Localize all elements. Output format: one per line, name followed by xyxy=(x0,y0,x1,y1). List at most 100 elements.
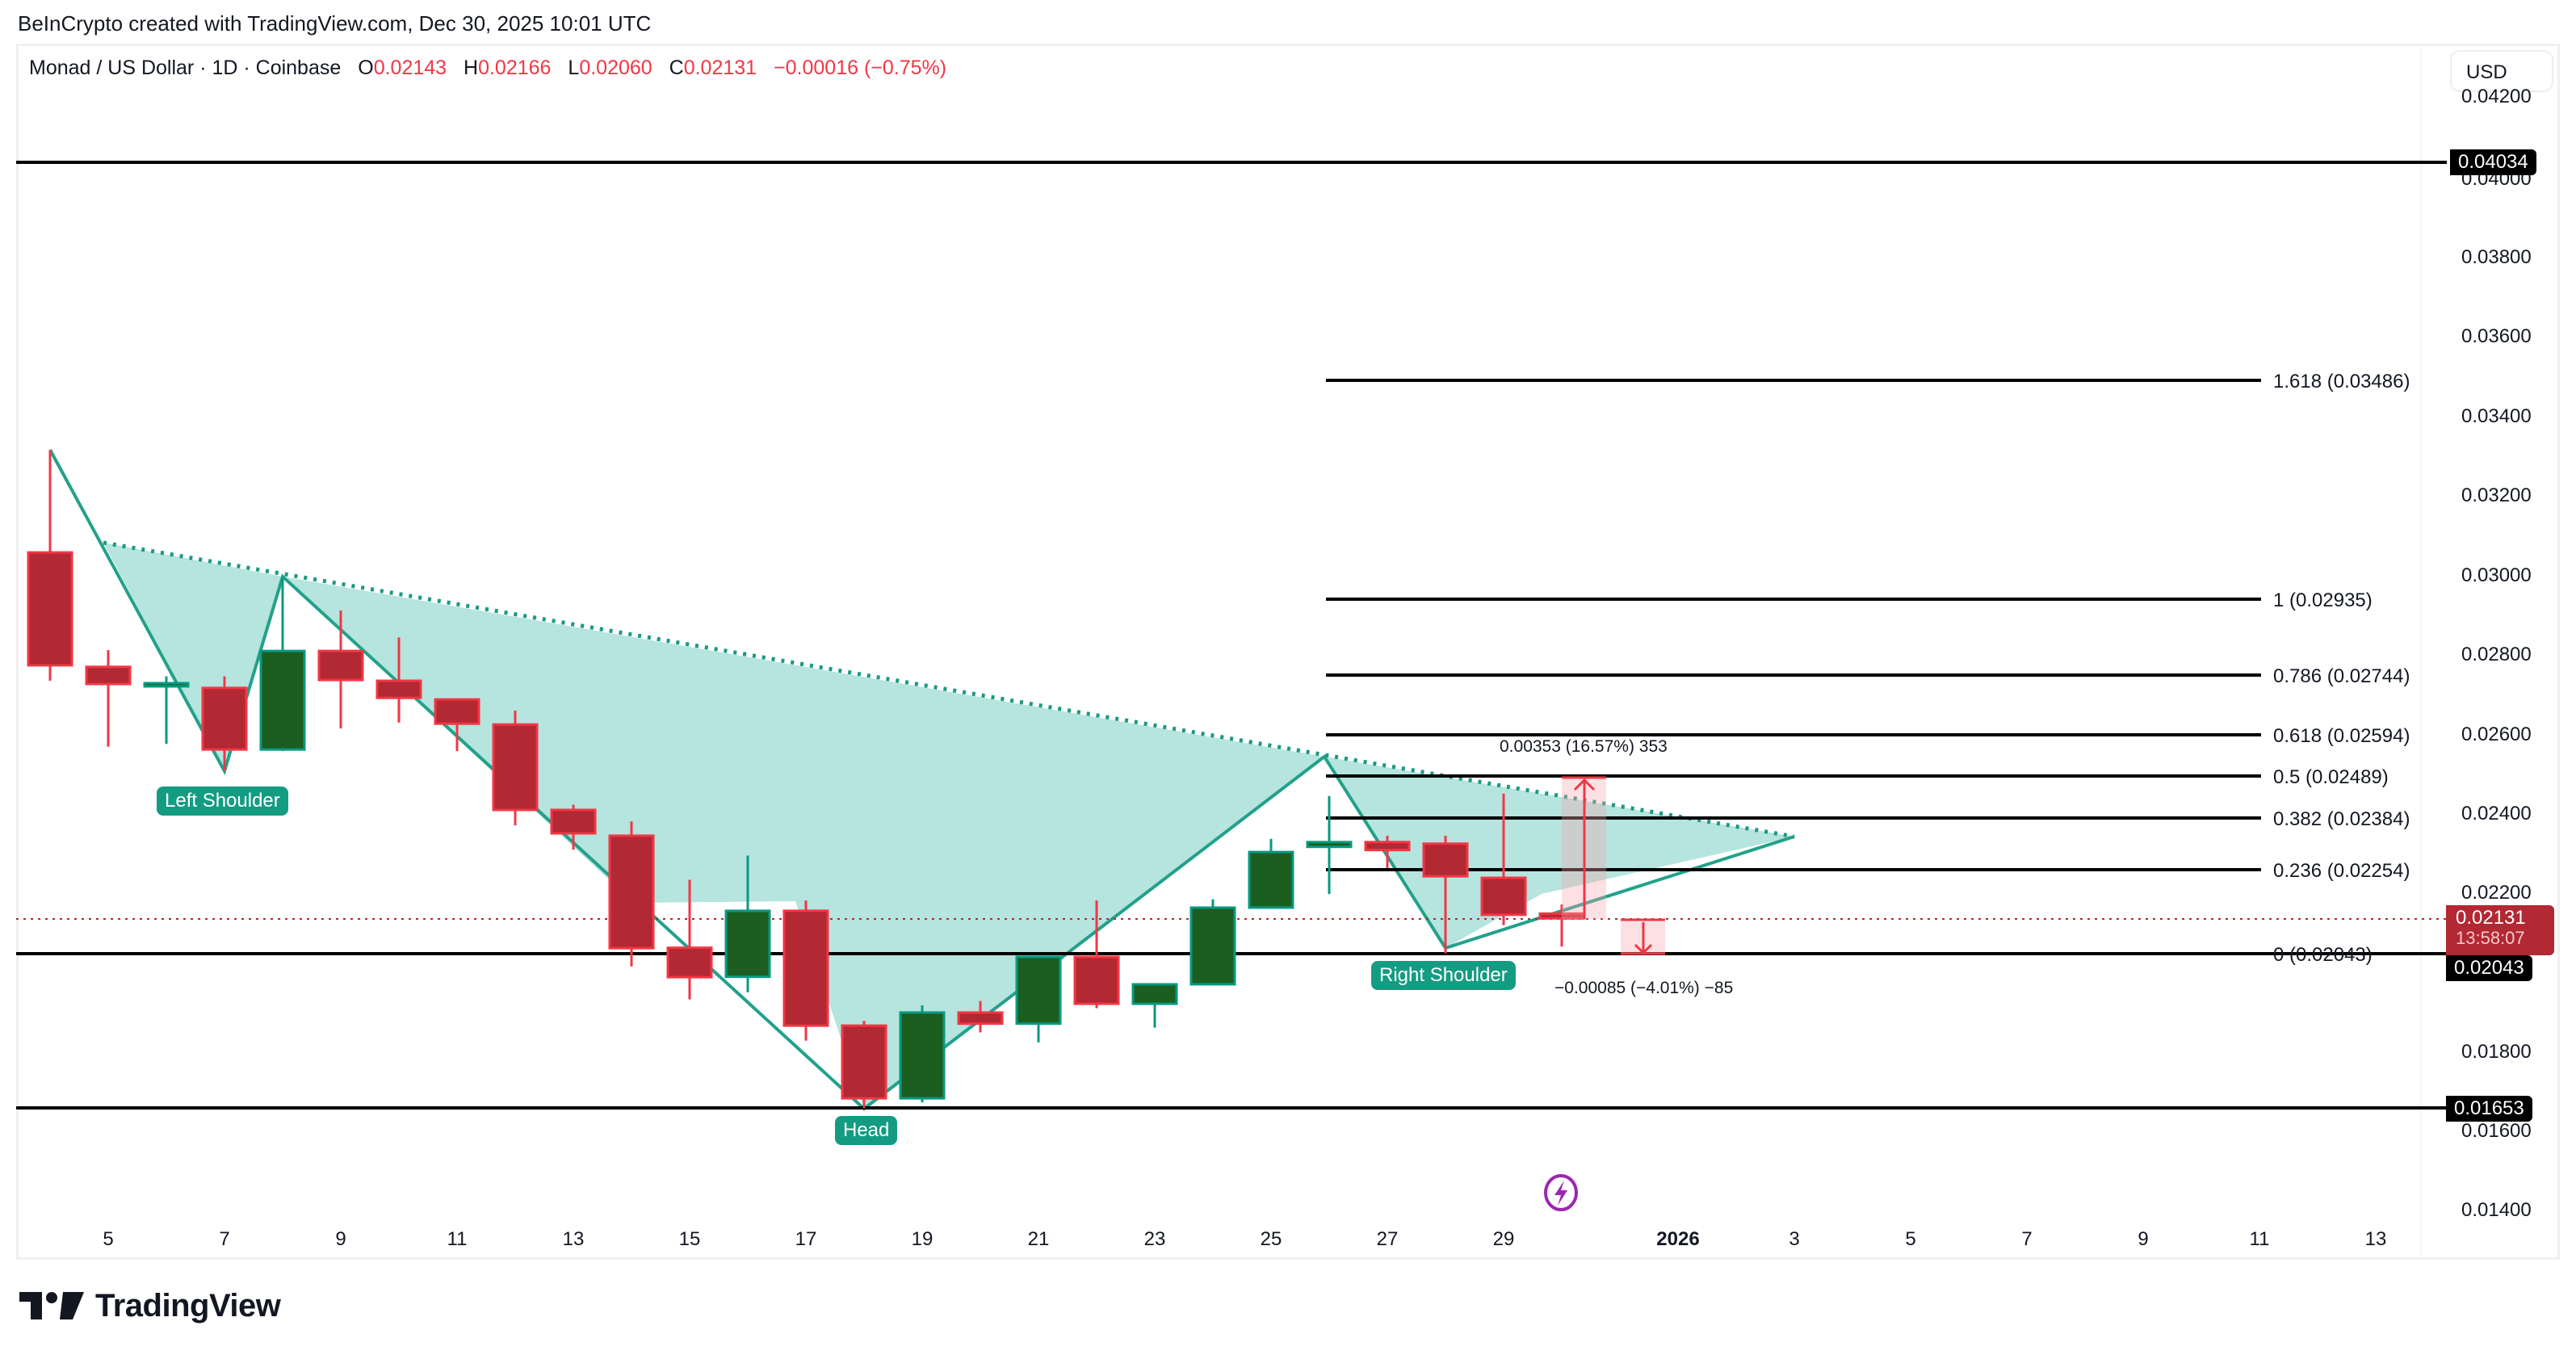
time-tick: 19 xyxy=(912,1228,933,1250)
bullish-candle[interactable] xyxy=(724,909,771,979)
change-value: −0.00016 (−0.75%) xyxy=(774,57,947,79)
time-tick: 29 xyxy=(1493,1228,1515,1250)
time-tick: 13 xyxy=(2365,1228,2387,1250)
resistance-price-tag: 0.04034 xyxy=(2450,149,2536,175)
time-tick: 23 xyxy=(1144,1228,1166,1250)
price-tick: 0.01600 xyxy=(2461,1120,2532,1142)
fib-labels: 1.618 (0.03486) 1 (0.02935) 0.786 (0.027… xyxy=(2273,371,2410,966)
measure-down-tool[interactable] xyxy=(1621,918,1665,955)
bearish-candle[interactable] xyxy=(1422,842,1469,878)
fib-label-0786: 0.786 (0.02744) xyxy=(2273,665,2410,687)
bearish-candle[interactable] xyxy=(1073,955,1120,1005)
price-tick: 0.02400 xyxy=(2461,803,2532,824)
low-value: 0.02060 xyxy=(579,57,652,79)
fib-label-0618: 0.618 (0.02594) xyxy=(2273,725,2410,747)
measure-up-tool[interactable] xyxy=(1562,776,1606,919)
price-tick: 0.02600 xyxy=(2461,724,2532,745)
bearish-candle[interactable] xyxy=(841,1024,887,1100)
fib-label-0382: 0.382 (0.02384) xyxy=(2273,808,2410,830)
bullish-candle[interactable] xyxy=(1189,906,1236,986)
price-tick: 0.03400 xyxy=(2461,405,2532,427)
bullish-candle[interactable] xyxy=(1015,955,1062,1026)
right-shoulder-label: Right Shoulder xyxy=(1371,961,1516,990)
time-tick: 5 xyxy=(103,1228,113,1250)
candles[interactable] xyxy=(27,450,1585,1109)
bearish-candle[interactable] xyxy=(666,946,713,979)
bearish-candle[interactable] xyxy=(492,723,539,812)
bearish-candle[interactable] xyxy=(201,686,248,751)
tradingview-logo-text: TradingView xyxy=(95,1287,281,1324)
price-tick: 0.01400 xyxy=(2461,1199,2532,1221)
measure-up-text: 0.00353 (16.57%) 353 xyxy=(1500,737,1668,756)
countdown-timer: 13:58:07 xyxy=(2456,928,2525,948)
time-tick-year: 2026 xyxy=(1656,1228,1699,1250)
current-price-tag: 0.02131 13:58:07 xyxy=(2446,905,2554,955)
head-label: Head xyxy=(835,1116,898,1145)
bearish-candle[interactable] xyxy=(317,649,364,682)
support-price-tag: 0.01653 xyxy=(2446,1096,2532,1122)
fib-label-1: 1 (0.02935) xyxy=(2273,589,2373,611)
price-tick: 0.02800 xyxy=(2461,644,2532,665)
close-label: C xyxy=(669,57,684,79)
bullish-candle[interactable] xyxy=(1306,841,1353,849)
time-tick: 25 xyxy=(1261,1228,1282,1250)
bullish-candle[interactable] xyxy=(899,1011,946,1100)
bearish-candle[interactable] xyxy=(550,808,597,835)
high-label: H xyxy=(464,57,479,79)
chart-credit: BeInCrypto created with TradingView.com,… xyxy=(18,11,652,36)
time-tick: 9 xyxy=(335,1228,346,1250)
bearish-candle[interactable] xyxy=(957,1011,1004,1026)
tradingview-logo-icon xyxy=(19,1292,84,1319)
price-tick: 0.03000 xyxy=(2461,564,2532,586)
symbol-legend: Monad / US Dollar · 1D · Coinbase O 0.021… xyxy=(29,57,946,80)
bearish-candle[interactable] xyxy=(375,679,422,699)
fib-label-1618: 1.618 (0.03486) xyxy=(2273,371,2410,392)
current-price-value: 0.02131 xyxy=(2456,907,2526,929)
time-tick: 27 xyxy=(1377,1228,1399,1250)
bullish-candle[interactable] xyxy=(143,682,190,688)
bullish-candle[interactable] xyxy=(1248,850,1294,909)
measure-down-text: −0.00085 (−4.01%) −85 xyxy=(1554,979,1734,997)
bearish-candle[interactable] xyxy=(608,834,655,950)
close-value: 0.02131 xyxy=(683,57,757,79)
fib-label-0236: 0.236 (0.02254) xyxy=(2273,860,2410,882)
tradingview-logo[interactable]: TradingView xyxy=(19,1287,281,1324)
price-tick: 0.03200 xyxy=(2461,485,2532,506)
price-axis[interactable]: 0.04200 0.04000 0.03800 0.03600 0.03400 … xyxy=(2461,86,2532,1221)
fib-retracement[interactable] xyxy=(1326,379,2261,871)
symbol-title[interactable]: Monad / US Dollar · 1D · Coinbase xyxy=(29,57,342,79)
bearish-candle[interactable] xyxy=(782,909,829,1027)
currency-button[interactable]: USD xyxy=(2450,50,2553,92)
time-tick: 9 xyxy=(2138,1228,2148,1250)
time-tick: 11 xyxy=(2250,1228,2270,1250)
chart-frame xyxy=(16,44,2560,1260)
pattern-fill xyxy=(103,543,1794,1109)
time-tick: 7 xyxy=(2021,1228,2032,1250)
bullish-candle[interactable] xyxy=(1131,983,1178,1005)
bearish-candle[interactable] xyxy=(1364,841,1411,852)
bearish-candle[interactable] xyxy=(434,698,480,725)
time-tick: 7 xyxy=(219,1228,229,1250)
high-value: 0.02166 xyxy=(478,57,552,79)
price-tick: 0.03800 xyxy=(2461,246,2532,268)
price-tick: 0.04200 xyxy=(2461,86,2532,107)
bullish-candle[interactable] xyxy=(259,649,306,751)
neckline-price-tag: 0.02043 xyxy=(2446,955,2532,981)
fib-label-0: 0 (0.02043) xyxy=(2273,944,2373,966)
low-label: L xyxy=(568,57,580,79)
time-tick: 3 xyxy=(1789,1228,1799,1250)
lightning-event-icon[interactable] xyxy=(1544,1174,1578,1211)
bearish-candle[interactable] xyxy=(85,665,132,686)
price-tick: 0.03600 xyxy=(2461,325,2532,347)
price-tick: 0.01800 xyxy=(2461,1041,2532,1063)
time-tick: 17 xyxy=(795,1228,817,1250)
time-axis[interactable]: 5 7 9 11 13 15 17 19 21 23 25 27 29 2026… xyxy=(103,1228,2386,1250)
open-label: O xyxy=(358,57,374,79)
left-shoulder-label: Left Shoulder xyxy=(157,787,288,816)
bearish-candle[interactable] xyxy=(1480,876,1527,917)
fib-label-05: 0.5 (0.02489) xyxy=(2273,766,2389,788)
price-tick: 0.02200 xyxy=(2461,882,2532,904)
bearish-candle[interactable] xyxy=(27,551,73,667)
time-tick: 21 xyxy=(1028,1228,1050,1250)
